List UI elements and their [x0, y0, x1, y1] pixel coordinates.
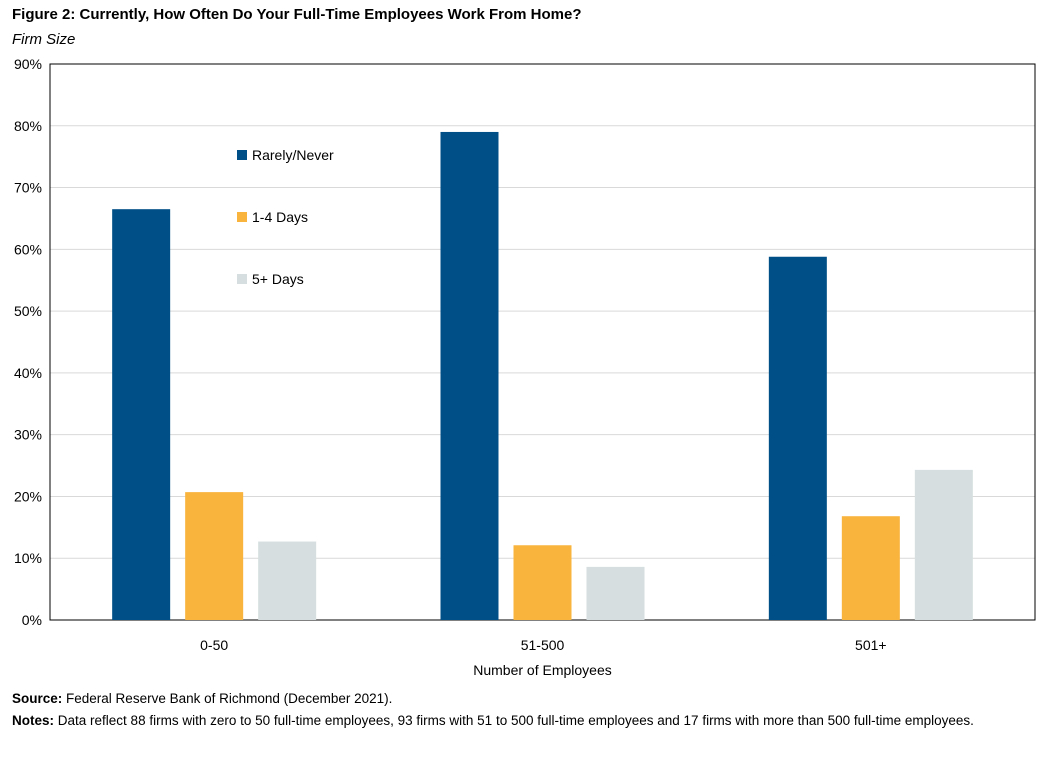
x-tick-label: 0-50	[200, 637, 228, 653]
legend-swatch	[237, 150, 247, 160]
y-tick-label: 60%	[14, 241, 42, 257]
bar-rarely-never-0-50	[112, 209, 171, 620]
y-tick-label: 80%	[14, 118, 42, 134]
y-tick-label: 20%	[14, 488, 42, 504]
y-tick-label: 90%	[14, 56, 42, 72]
bar-5-days-0-50	[258, 541, 317, 620]
source-label: Source:	[12, 691, 63, 706]
bar-1-4-days-501-	[841, 516, 900, 620]
x-tick-label: 501+	[855, 637, 887, 653]
bar-chart: 0% 10% 20% 30% 40% 50% 60% 70% 80% 90% 0-50 51-500 5…	[14, 56, 1036, 678]
bar-1-4-days-0-50	[185, 492, 244, 620]
legend-swatch	[237, 212, 247, 222]
legend-label: 5+ Days	[252, 271, 304, 287]
y-tick-label: 70%	[14, 180, 42, 196]
bar-1-4-days-51-500	[513, 545, 572, 620]
bar-rarely-never-51-500	[440, 131, 499, 620]
notes: Notes: Data reflect 88 firms with zero t…	[12, 712, 1022, 730]
notes-text: Data reflect 88 firms with zero to 50 fu…	[57, 713, 974, 728]
notes-label: Notes:	[12, 713, 55, 728]
x-tick-label: 51-500	[521, 637, 565, 653]
y-tick-label: 0%	[22, 612, 42, 628]
y-tick-label: 10%	[14, 550, 42, 566]
y-tick-label: 40%	[14, 365, 42, 381]
bar-rarely-never-501-	[768, 256, 827, 620]
chart-title: Figure 2: Currently, How Often Do Your F…	[12, 6, 582, 23]
x-axis-label: Number of Employees	[473, 662, 612, 678]
bar-5-days-51-500	[586, 566, 645, 620]
y-tick-label: 30%	[14, 427, 42, 443]
legend-label: Rarely/Never	[252, 147, 334, 163]
legend-swatch	[237, 274, 247, 284]
legend-label: 1-4 Days	[252, 209, 308, 225]
chart-subtitle: Firm Size	[12, 31, 76, 48]
y-tick-label: 50%	[14, 303, 42, 319]
bar-5-days-501-	[914, 469, 973, 620]
source-text: Federal Reserve Bank of Richmond (Decemb…	[66, 691, 393, 706]
source-note: Source: Federal Reserve Bank of Richmond…	[12, 690, 392, 708]
